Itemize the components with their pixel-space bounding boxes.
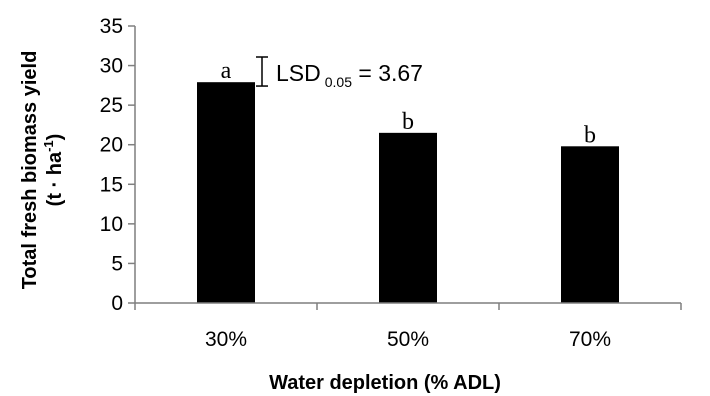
- lsd-annotation: LSD 0.05 = 3.67: [256, 56, 423, 90]
- y-tick-label: 5: [111, 252, 123, 275]
- lsd-label-value: = 3.67: [352, 60, 423, 86]
- bar-significance-letter: a: [221, 58, 232, 84]
- bar-significance-letter: b: [584, 122, 596, 148]
- y-tick-label: 10: [100, 213, 123, 236]
- lsd-label: LSD 0.05 = 3.67: [276, 60, 423, 90]
- bar-significance-letter: b: [402, 109, 414, 135]
- x-tick-label: 30%: [205, 328, 247, 351]
- y-axis-title-close: ): [44, 134, 66, 141]
- y-axis-title: Total fresh biomass yield (t · ha-1): [19, 51, 66, 290]
- y-axis-title-line1: Total fresh biomass yield: [19, 51, 41, 290]
- y-tick-label: 30: [100, 55, 123, 78]
- y-tick-label: 35: [100, 15, 123, 38]
- y-axis-title-unit: (t · ha: [44, 151, 66, 206]
- x-axis-title: Water depletion (% ADL): [269, 372, 501, 394]
- x-tick-label: 50%: [387, 328, 429, 351]
- y-tick-label: 20: [100, 134, 123, 157]
- bar: [379, 132, 437, 303]
- x-axis-ticks: 30% 50% 70%: [134, 303, 682, 351]
- lsd-label-main: LSD: [276, 60, 321, 86]
- y-axis-ticks: 0 5 10 15 20 25 30 35: [100, 15, 135, 315]
- lsd-error-bar: [256, 56, 268, 87]
- y-axis-title-line2: (t · ha-1): [41, 134, 66, 207]
- lsd-label-subscript: 0.05: [325, 74, 352, 90]
- bar: [561, 146, 619, 303]
- significance-letters: a b b: [221, 58, 596, 148]
- x-tick-label: 70%: [569, 328, 611, 351]
- bar: [197, 82, 255, 303]
- y-axis-title-superscript: -1: [41, 140, 56, 152]
- y-tick-label: 25: [100, 94, 123, 117]
- y-tick-label: 15: [100, 173, 123, 196]
- y-tick-label: 0: [111, 292, 123, 315]
- bars: [197, 82, 619, 303]
